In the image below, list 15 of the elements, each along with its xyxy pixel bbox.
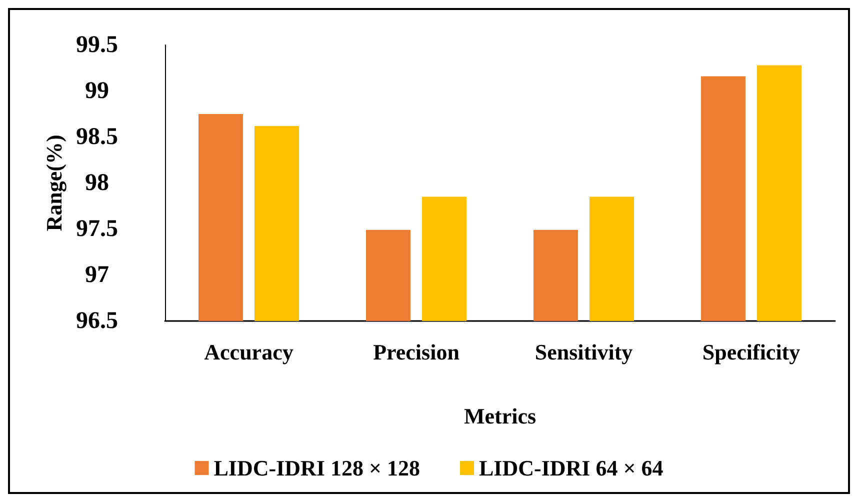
y-tick-label: 98.5 (76, 124, 118, 150)
y-tick-label: 99.5 (76, 32, 118, 58)
y-tick-label: 97 (85, 262, 109, 288)
y-tick-label: 96.5 (76, 308, 118, 334)
x-axis-title: Metrics (464, 404, 536, 428)
y-tick-label: 98 (85, 170, 109, 196)
y-tick-label: 99 (85, 78, 109, 104)
y-axis-title: Range(%) (42, 134, 66, 232)
x-tick-label: Accuracy (204, 340, 294, 364)
y-tick-label: 97.5 (76, 216, 118, 242)
x-tick-label: Precision (373, 340, 460, 364)
x-tick-label: Specificity (702, 340, 800, 364)
legend-label: LIDC-IDRI 64 × 64 (479, 456, 664, 480)
x-tick-label: Sensitivity (534, 340, 633, 364)
legend-label: LIDC-IDRI 128 × 128 (214, 456, 420, 480)
